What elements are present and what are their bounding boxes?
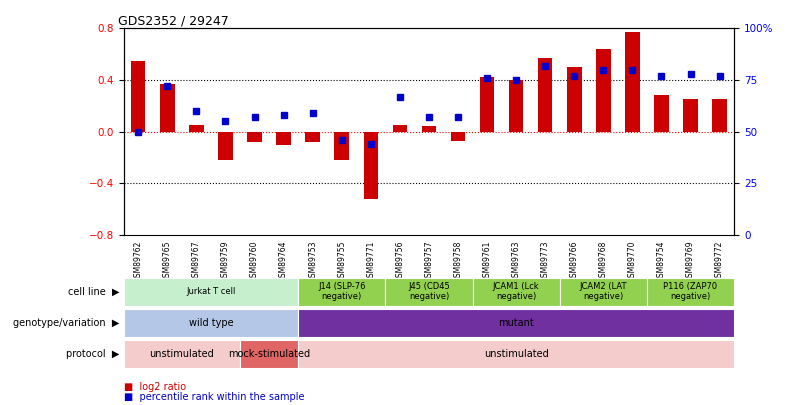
Text: JCAM2 (LAT
negative): JCAM2 (LAT negative) [579, 282, 627, 301]
Bar [131, 61, 145, 132]
Bar [298, 340, 734, 368]
Text: J45 (CD45
negative): J45 (CD45 negative) [408, 282, 450, 301]
Text: GDS2352 / 29247: GDS2352 / 29247 [117, 14, 228, 27]
Bar [306, 132, 320, 142]
Bar [654, 96, 669, 132]
Text: ■  percentile rank within the sample: ■ percentile rank within the sample [124, 392, 304, 402]
Bar [625, 32, 640, 132]
Bar [364, 132, 378, 199]
Bar [480, 77, 494, 132]
Text: ■  log2 ratio: ■ log2 ratio [124, 382, 186, 392]
Text: wild type: wild type [188, 318, 233, 328]
Bar [334, 132, 349, 160]
Bar [713, 99, 727, 132]
Text: unstimulated: unstimulated [149, 349, 214, 359]
Bar [189, 125, 203, 132]
Bar [451, 132, 465, 141]
Bar [240, 340, 298, 368]
Text: genotype/variation  ▶: genotype/variation ▶ [14, 318, 120, 328]
Bar [124, 277, 298, 306]
Bar [683, 99, 697, 132]
Bar [124, 309, 298, 337]
Text: mutant: mutant [498, 318, 534, 328]
Bar [472, 277, 559, 306]
Bar [298, 309, 734, 337]
Text: mock-stimulated: mock-stimulated [228, 349, 310, 359]
Bar [298, 277, 385, 306]
Text: Jurkat T cell: Jurkat T cell [186, 287, 235, 296]
Bar [509, 80, 523, 132]
Bar [385, 277, 472, 306]
Text: protocol  ▶: protocol ▶ [66, 349, 120, 359]
Text: unstimulated: unstimulated [484, 349, 548, 359]
Bar [247, 132, 262, 142]
Bar [567, 67, 582, 132]
Bar [421, 126, 437, 132]
Bar [393, 125, 407, 132]
Bar [160, 84, 175, 132]
Text: cell line  ▶: cell line ▶ [68, 287, 120, 296]
Text: J14 (SLP-76
negative): J14 (SLP-76 negative) [318, 282, 365, 301]
Bar [218, 132, 233, 160]
Bar [124, 340, 240, 368]
Text: P116 (ZAP70
negative): P116 (ZAP70 negative) [663, 282, 717, 301]
Bar [559, 277, 647, 306]
Bar [276, 132, 290, 145]
Text: JCAM1 (Lck
negative): JCAM1 (Lck negative) [493, 282, 539, 301]
Bar [647, 277, 734, 306]
Bar [538, 58, 552, 132]
Bar [596, 49, 610, 132]
